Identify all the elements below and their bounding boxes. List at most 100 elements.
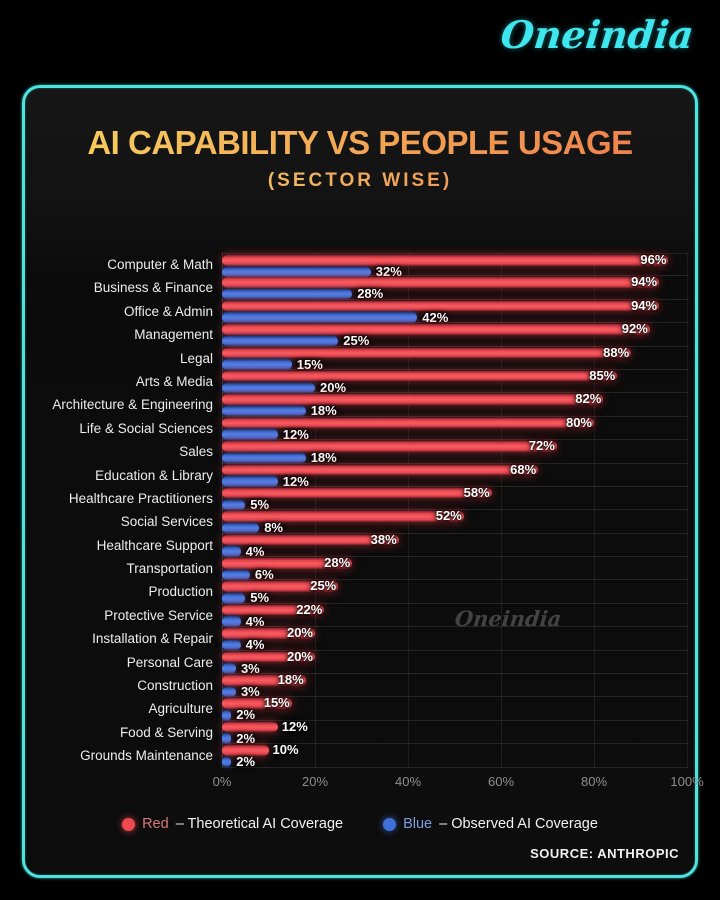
bar-value-label-theoretical: 25%	[310, 578, 337, 594]
bar-value-label-observed: 8%	[264, 520, 283, 536]
legend-series-name: Red	[142, 816, 169, 832]
bar-theoretical	[222, 255, 669, 266]
bar-value-label-observed: 2%	[236, 754, 256, 770]
chart-row: Business & Finance 94% 28%	[25, 275, 695, 301]
bar-observed	[222, 686, 236, 698]
bar-observed	[222, 266, 371, 278]
chart-row: Grounds Maintenance 10% 2%	[25, 743, 695, 770]
bar-value-label-theoretical: 58%	[463, 484, 490, 500]
bar-theoretical	[222, 441, 557, 452]
bar-theoretical	[222, 487, 492, 499]
bar-track: 20% 3%	[222, 648, 689, 675]
chart-row: Healthcare Support 38% 4%	[25, 532, 695, 559]
bar-observed	[222, 593, 246, 604]
chart-row: Computer & Math 96% 32%	[25, 253, 695, 279]
bar-track: 85% 20%	[222, 367, 689, 395]
bar-track: 58% 5%	[222, 484, 689, 512]
bar-value-label-observed: 18%	[310, 450, 337, 466]
bar-value-label-observed: 6%	[254, 567, 274, 583]
category-label: Protective Service	[104, 607, 213, 623]
category-label: Construction	[137, 678, 213, 694]
legend-series-description: – Observed AI Coverage	[439, 816, 598, 832]
bar-value-label-theoretical: 28%	[324, 555, 351, 571]
bar-value-label-theoretical: 20%	[286, 625, 313, 641]
bar-observed	[222, 476, 278, 487]
bar-value-label-observed: 32%	[375, 264, 402, 279]
bar-theoretical	[222, 394, 604, 405]
bar-value-label-observed: 3%	[240, 684, 260, 700]
bar-track: 10% 2%	[222, 743, 689, 770]
bar-track: 20% 4%	[222, 625, 689, 653]
bar-observed	[222, 569, 250, 581]
bar-track: 94% 28%	[222, 275, 689, 301]
chart-row: Office & Admin 94% 42%	[25, 297, 695, 325]
category-label: Computer & Math	[107, 257, 213, 272]
category-label: Sales	[179, 444, 213, 460]
bar-theoretical	[222, 675, 306, 686]
bar-track: 15% 2%	[222, 696, 689, 722]
bar-value-label-theoretical: 80%	[565, 414, 592, 430]
category-label: Education & Library	[95, 467, 213, 483]
chart-row: Personal Care 20% 3%	[25, 648, 695, 675]
bar-track: 22% 4%	[222, 602, 689, 629]
bar-observed	[222, 616, 241, 627]
bar-value-label-observed: 15%	[296, 356, 323, 372]
bar-track: 12% 2%	[222, 718, 689, 745]
chart-row: Arts & Media 85% 20%	[25, 367, 695, 395]
category-label: Arts & Media	[135, 373, 213, 389]
bar-observed	[222, 663, 236, 674]
bar-value-label-theoretical: 94%	[631, 297, 658, 313]
category-label: Transportation	[126, 561, 213, 577]
bar-value-label-observed: 4%	[245, 637, 265, 653]
bar-value-label-theoretical: 20%	[286, 648, 313, 664]
bar-value-label-observed: 20%	[320, 379, 347, 395]
chart-row: Agriculture 15% 2%	[25, 696, 695, 722]
bar-observed	[222, 335, 339, 347]
bar-value-label-observed: 5%	[250, 590, 270, 606]
bar-value-label-observed: 4%	[245, 613, 265, 629]
bar-track: 72% 18%	[222, 438, 689, 466]
category-label: Grounds Maintenance	[80, 748, 213, 764]
bar-theoretical	[222, 604, 325, 616]
bar-track: 92% 25%	[222, 322, 689, 348]
category-label: Personal Care	[126, 654, 213, 670]
bar-track: 25% 5%	[222, 578, 689, 606]
x-axis-tick-label: 80%	[580, 774, 608, 789]
bar-theoretical	[222, 464, 539, 476]
bar-value-label-theoretical: 85%	[589, 367, 616, 383]
oneindia-logo: Oneindia	[499, 12, 697, 57]
chart-row: Construction 18% 3%	[25, 673, 695, 700]
bar-observed	[222, 452, 306, 464]
bar-value-label-observed: 12%	[282, 426, 309, 442]
legend-series-description: – Theoretical AI Coverage	[175, 816, 344, 832]
blue-dot-icon	[383, 817, 397, 831]
bar-value-label-theoretical: 72%	[528, 438, 555, 454]
bar-value-label-theoretical: 88%	[603, 344, 630, 360]
category-label: Installation & Repair	[92, 631, 213, 647]
bar-value-label-theoretical: 12%	[281, 718, 308, 734]
bar-value-label-theoretical: 68%	[510, 461, 537, 477]
bar-theoretical	[222, 277, 660, 288]
bar-observed	[222, 522, 260, 534]
bar-theoretical	[222, 721, 278, 733]
bar-observed	[222, 288, 353, 300]
bar-value-label-observed: 4%	[245, 543, 265, 559]
x-axis-tick-label: 60%	[487, 774, 515, 789]
bar-observed	[222, 733, 232, 744]
category-label: Healthcare Support	[96, 537, 213, 553]
legend-series-name: Blue	[403, 816, 433, 832]
bar-observed	[222, 382, 315, 394]
bar-value-label-observed: 5%	[250, 496, 270, 512]
chart-row: Transportation 28% 6%	[25, 555, 695, 583]
bar-observed	[222, 429, 278, 440]
chart-rows: Computer & Math 96% 32% Business & Finance 9…	[25, 253, 695, 770]
bar-observed	[222, 499, 246, 510]
chart-row: Social Services 52% 8%	[25, 509, 695, 536]
source-attribution: SOURCE: ANTHROPIC	[530, 846, 679, 861]
chart-row: Education & Library 68% 12%	[25, 461, 695, 488]
bar-chart: Computer & Math 96% 32% Business & Finance 9…	[25, 253, 695, 770]
bar-value-label-observed: 42%	[422, 309, 449, 325]
chart-row: Healthcare Practitioners 58% 5%	[25, 484, 695, 512]
bar-theoretical	[222, 417, 594, 429]
category-label: Office & Admin	[123, 303, 213, 319]
